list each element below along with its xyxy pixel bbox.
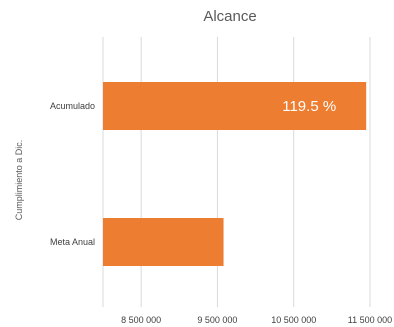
bar [103, 82, 367, 130]
x-tick-label: 10 500 000 [271, 315, 316, 325]
chart-title: Alcance [203, 8, 256, 25]
category-label: Acumulado [50, 101, 95, 111]
bar [103, 218, 224, 266]
x-tick-label: 9 500 000 [197, 315, 237, 325]
bars [103, 82, 367, 266]
category-label: Meta Anual [50, 237, 95, 247]
gridlines [140, 37, 371, 307]
labels: 8 500 000 9 500 000 10 500 000 11 500 000 Ac… [50, 98, 392, 325]
x-tick-label: 11 500 000 [348, 315, 392, 325]
x-tick-label: 8 500 000 [121, 315, 161, 325]
y-axis-title: Cumplimiento a Dic. [14, 140, 24, 221]
data-label: 119.5 % [282, 98, 336, 115]
